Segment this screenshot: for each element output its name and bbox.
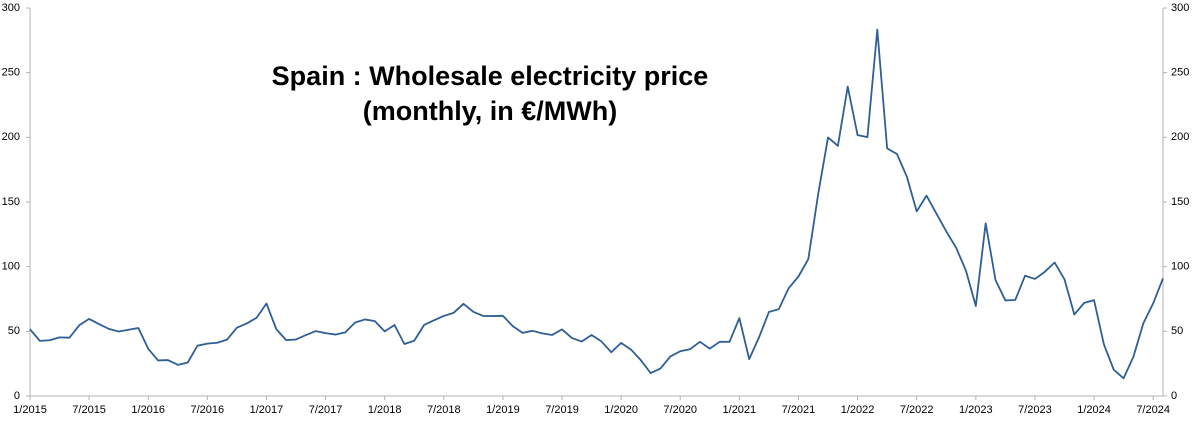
x-tick-label: 1/2017 (250, 404, 284, 416)
y2-tick-label: 300 (1171, 2, 1189, 14)
y2-tick-label: 200 (1171, 131, 1189, 143)
x-tick-label: 1/2018 (368, 404, 402, 416)
x-tick-label: 7/2020 (663, 404, 697, 416)
y-tick-label: 200 (2, 131, 20, 143)
x-tick-label: 1/2016 (131, 404, 165, 416)
x-tick-label: 7/2015 (72, 404, 106, 416)
x-tick-label: 7/2021 (782, 404, 816, 416)
y-tick-label: 250 (2, 67, 20, 79)
x-tick-label: 7/2019 (545, 404, 579, 416)
y2-tick-label: 150 (1171, 196, 1189, 208)
y-tick-label: 0 (14, 390, 20, 402)
x-tick-label: 1/2020 (604, 404, 638, 416)
y-tick-label: 100 (2, 261, 20, 273)
y2-tick-label: 0 (1171, 390, 1177, 402)
chart-title: Spain : Wholesale electricity price (272, 61, 709, 91)
x-tick-label: 7/2016 (191, 404, 225, 416)
y-tick-label: 300 (2, 2, 20, 14)
y-tick-label: 150 (2, 196, 20, 208)
chart-title: (monthly, in €/MWh) (363, 96, 617, 126)
y2-tick-label: 250 (1171, 67, 1189, 79)
y-tick-label: 50 (8, 325, 20, 337)
x-tick-label: 7/2017 (309, 404, 343, 416)
x-tick-label: 7/2024 (1136, 404, 1170, 416)
data-line (29, 28, 1164, 380)
x-tick-label: 1/2024 (1077, 404, 1111, 416)
x-tick-label: 7/2022 (900, 404, 934, 416)
x-tick-label: 1/2019 (486, 404, 520, 416)
x-tick-label: 1/2015 (13, 404, 47, 416)
y2-tick-label: 50 (1171, 325, 1183, 337)
x-tick-label: 1/2022 (841, 404, 875, 416)
y2-tick-label: 100 (1171, 261, 1189, 273)
x-tick-label: 1/2021 (723, 404, 757, 416)
x-tick-label: 7/2023 (1018, 404, 1052, 416)
x-tick-label: 7/2018 (427, 404, 461, 416)
x-tick-label: 1/2023 (959, 404, 993, 416)
